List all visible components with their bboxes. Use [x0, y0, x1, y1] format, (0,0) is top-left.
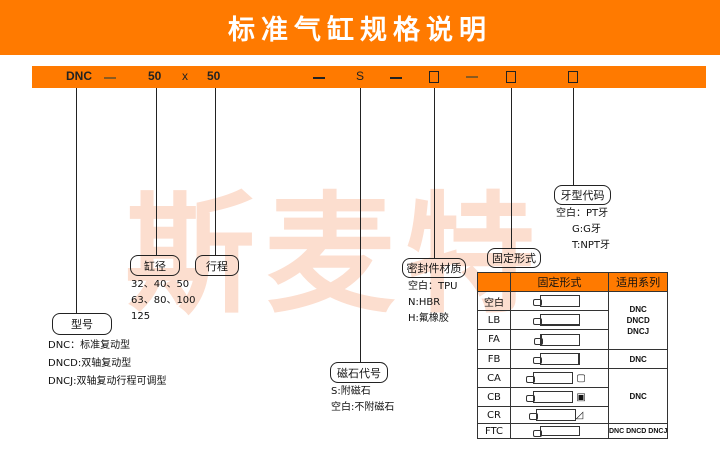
header-cell: [477, 272, 511, 292]
code-thread-slot: [568, 71, 578, 83]
option: H:氟橡胶: [408, 313, 449, 324]
mount-label: 固定形式: [487, 248, 541, 268]
dash: [313, 77, 325, 79]
row-code: 空白: [477, 291, 511, 311]
cylinder-icon: [510, 291, 609, 311]
series-cell: DNC DNCD DNCJ: [607, 291, 669, 350]
connector-line: [76, 88, 77, 313]
option: 63、80、100: [131, 295, 196, 306]
row-code: LB: [477, 310, 511, 330]
page-title: 标准气缸规格说明: [228, 15, 492, 46]
option: 空白:不附磁石: [331, 402, 395, 413]
row-code: FTC: [477, 423, 511, 439]
connector-line: [215, 88, 216, 255]
model-options: DNC：标准复动型 DNCD:双轴复动型 DNCJ:双轴复动行程可调型: [48, 337, 166, 391]
seal-options: 空白：TPU N:HBR H:氟橡胶: [408, 279, 457, 327]
option: S:附磁石: [331, 386, 371, 397]
code-bar: [32, 66, 706, 88]
mount-table: 固定形式 适用系列 空白 DNC DNCD DNCJ LB FA FB DNC CA …: [477, 272, 669, 439]
thread-label: 牙型代码: [554, 185, 611, 205]
code-magnet: S: [356, 69, 365, 83]
code-x: x: [182, 69, 188, 83]
stroke-label: 行程: [195, 255, 239, 276]
code-seal-slot: [429, 71, 439, 83]
header-cell: 固定形式: [510, 272, 609, 292]
option: G:G牙: [572, 224, 601, 235]
cylinder-icon: [510, 310, 609, 330]
cylinder-icon: [510, 349, 609, 369]
row-code: CA: [477, 368, 511, 388]
cylinder-icon: ▢: [510, 368, 609, 388]
option: 32、40、50: [131, 279, 190, 290]
magnet-options: S:附磁石 空白:不附磁石: [331, 384, 394, 416]
series-cell: DNC DNCD DNCJ: [607, 423, 669, 439]
magnet-label: 磁石代号: [330, 362, 388, 383]
thread-options: 空白：PT牙 G:G牙 T:NPT牙: [556, 206, 610, 254]
code-bore: 50: [148, 69, 162, 83]
code-model: DNC: [66, 69, 92, 83]
row-code: CB: [477, 387, 511, 407]
option: DNC：标准复动型: [48, 340, 131, 351]
option: DNCJ:双轴复动行程可调型: [48, 376, 167, 387]
model-label: 型号: [52, 313, 112, 335]
dash: [390, 77, 402, 79]
option: 空白：TPU: [408, 281, 458, 292]
title-banner: 标准气缸规格说明: [0, 0, 720, 55]
connector-line: [573, 88, 574, 185]
option: 125: [131, 311, 151, 322]
row-code: CR: [477, 406, 511, 424]
bore-options: 32、40、50 63、80、100 125: [131, 277, 196, 325]
cylinder-icon: ◿: [510, 406, 609, 424]
option: 空白：PT牙: [556, 208, 609, 219]
seal-label: 密封件材质: [402, 258, 466, 278]
code-mount-slot: [506, 71, 516, 83]
bore-label: 缸径: [130, 255, 180, 276]
row-code: FA: [477, 329, 511, 350]
dash: [104, 77, 116, 79]
connector-line: [434, 88, 435, 258]
option: T:NPT牙: [572, 240, 610, 251]
series-cell: DNC: [607, 368, 669, 424]
option: N:HBR: [408, 297, 441, 308]
cylinder-icon: [510, 423, 609, 439]
watermark: 斯麦特: [125, 179, 546, 331]
row-code: FB: [477, 349, 511, 369]
option: DNCD:双轴复动型: [48, 358, 132, 369]
cylinder-icon: ▣: [510, 387, 609, 407]
cylinder-icon: [510, 329, 609, 350]
code-stroke: 50: [207, 69, 221, 83]
dash: [466, 76, 478, 78]
header-cell: 适用系列: [607, 272, 669, 292]
series-cell: DNC: [607, 349, 669, 369]
connector-line: [360, 88, 361, 362]
connector-line: [511, 88, 512, 248]
connector-line: [156, 88, 157, 255]
